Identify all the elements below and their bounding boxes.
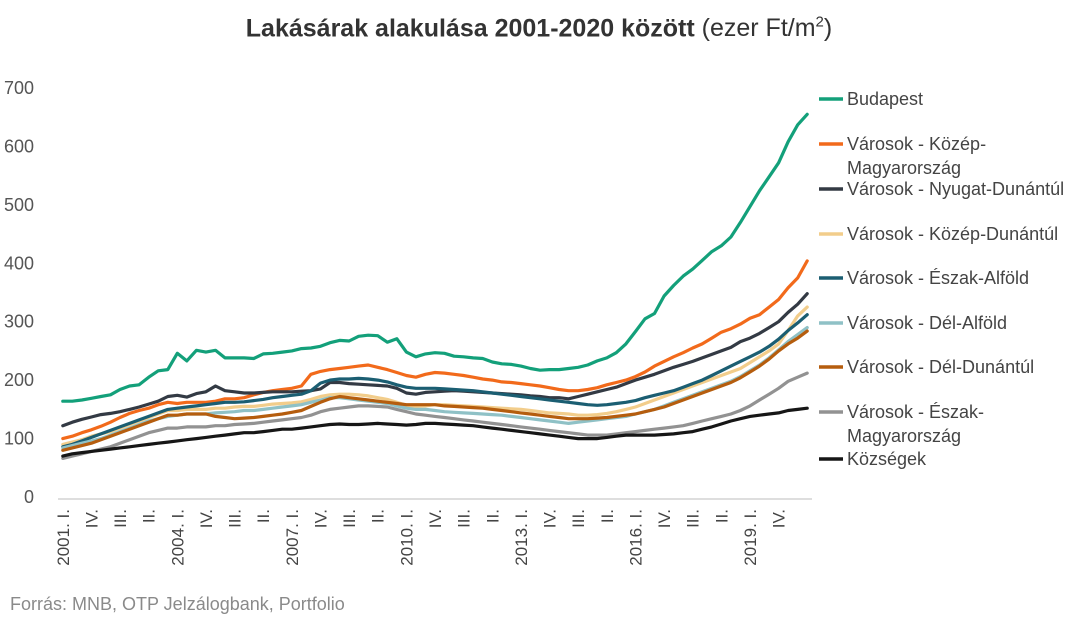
x-tick-label: 2001. I. (54, 509, 73, 566)
y-tick-label: 400 (4, 253, 34, 273)
x-tick-label: III. (226, 509, 245, 528)
legend-label: Városok - Dél-Dunántúl (847, 357, 1034, 377)
chart-title: Lakásárak alakulása 2001-2020 között (ez… (0, 14, 1078, 43)
x-tick-label: IV. (311, 509, 330, 528)
x-tick-label: III. (569, 509, 588, 528)
series-line-v-rosok-szak-magyarorsz-g (61, 371, 809, 460)
legend-label: Városok - Közép-Dunántúl (847, 224, 1058, 244)
x-tick-label: 2013. I. (512, 509, 531, 566)
series-line-budapest (61, 112, 809, 403)
x-tick-label: 2019. I. (741, 509, 760, 566)
x-tick-label: II. (712, 509, 731, 523)
y-tick-label: 0 (24, 487, 34, 507)
x-tick-label: 2010. I. (397, 509, 416, 566)
series-line-v-rosok-nyugat-dun-nt-l (61, 292, 809, 428)
x-tick-label: III. (455, 509, 474, 528)
y-tick-label: 300 (4, 312, 34, 332)
legend-label: Magyarország (847, 426, 961, 446)
legend-label: Budapest (847, 89, 923, 109)
legend-label: Városok - Közép- (847, 134, 986, 154)
y-tick-label: 200 (4, 370, 34, 390)
x-tick-label: IV. (82, 509, 101, 528)
x-tick-label: II. (254, 509, 273, 523)
y-tick-label: 600 (4, 136, 34, 156)
x-tick-label: 2004. I. (168, 509, 187, 566)
x-tick-label: II. (483, 509, 502, 523)
x-tick-label: II. (140, 509, 159, 523)
series-line-v-rosok-szak-alf-ld (61, 313, 809, 449)
x-tick-label: III. (684, 509, 703, 528)
chart-title-main: Lakásárak alakulása 2001-2020 között (245, 14, 695, 43)
series-line-k-zs-gek (61, 406, 809, 458)
x-tick-label: IV. (426, 509, 445, 528)
legend-label: Városok - Észak- (847, 402, 984, 422)
y-tick-label: 500 (4, 195, 34, 215)
y-tick-label: 700 (4, 78, 34, 98)
series-line-v-rosok-k-z-p-magyarorsz-g (61, 259, 809, 441)
x-tick-label: IV. (770, 509, 789, 528)
x-tick-label: IV. (197, 509, 216, 528)
x-tick-label: IV. (541, 509, 560, 528)
series-line-v-rosok-d-l-dun-nt-l (61, 329, 809, 452)
legend-label: Községek (847, 449, 927, 469)
legend-label: Városok - Nyugat-Dunántúl (847, 179, 1064, 199)
x-tick-label: II. (598, 509, 617, 523)
y-tick-label: 100 (4, 429, 34, 449)
source-note: Forrás: MNB, OTP Jelzálogbank, Portfolio (10, 594, 345, 614)
x-tick-label: III. (340, 509, 359, 528)
x-tick-label: 2007. I. (283, 509, 302, 566)
legend-label: Városok - Dél-Alföld (847, 313, 1007, 333)
chart-title-unit: (ezer Ft/m2) (701, 14, 833, 43)
x-tick-label: IV. (655, 509, 674, 528)
x-tick-label: 2016. I. (626, 509, 645, 566)
legend-label: Magyarország (847, 158, 961, 178)
legend-label: Városok - Észak-Alföld (847, 268, 1029, 288)
x-tick-label: II. (369, 509, 388, 523)
x-tick-label: III. (111, 509, 130, 528)
